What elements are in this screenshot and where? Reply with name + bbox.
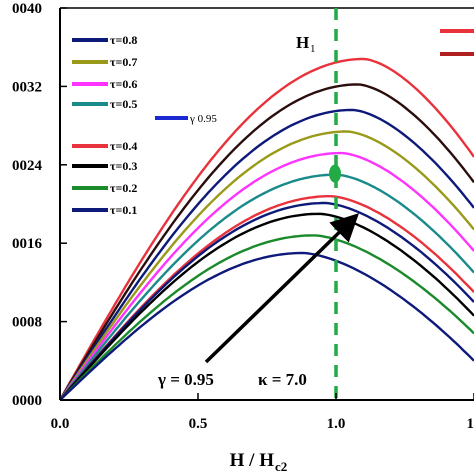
- x-tick-label-1: 0.5: [189, 416, 208, 432]
- series-line-9: [59, 212, 474, 401]
- x-tick-label-2: 1.0: [327, 416, 346, 432]
- annotation-gamma: γ = 0.95: [157, 370, 214, 389]
- annotation-kappa: κ = 7.0: [258, 370, 307, 389]
- legend-label-3: τ=0.6: [110, 77, 137, 91]
- legend: τ=0.8 τ=0.7 τ=0.6 τ=0.5 τ=0.4 τ=0.3 τ=0.2 τ=0.1…: [72, 29, 474, 217]
- series-line-11: [59, 251, 474, 401]
- legend-label-7: τ=0.2: [110, 181, 137, 195]
- series-line-1: [58, 57, 474, 401]
- series-line-2: [58, 83, 474, 401]
- h1-label: H: [296, 33, 309, 52]
- legend-label-2: τ=0.7: [110, 55, 137, 69]
- y-tick-label-4: 0032: [12, 79, 42, 95]
- legend-label-1: τ=0.8: [110, 33, 137, 47]
- x-tick-label-0: 0.0: [51, 416, 70, 432]
- y-tick-label-3: 0024: [12, 158, 43, 174]
- legend-label-4: τ=0.5: [110, 97, 137, 111]
- x-axis-title-subscript: c2: [275, 459, 287, 474]
- h1-label-subscript: 1: [310, 43, 316, 55]
- y-tick-label-2: 0016: [12, 236, 43, 252]
- legend-label-8: τ=0.1: [110, 203, 137, 217]
- marker-dot: [329, 164, 341, 183]
- y-tick-label-0: 0000: [12, 393, 42, 409]
- annotation-group: γ = 0.95 κ = 7.0: [157, 213, 360, 389]
- x-axis-title: H / H: [230, 450, 275, 471]
- gamma-legend-label: γ 0.95: [189, 113, 217, 125]
- plot-frame: [59, 7, 474, 401]
- series-line-4: [59, 130, 474, 401]
- y-tick-label-1: 0008: [12, 315, 42, 331]
- series-line-3: [58, 108, 474, 401]
- series-line-5: [59, 151, 474, 401]
- annotation-arrow: [204, 213, 360, 364]
- x-tick-label-3: 1: [467, 416, 474, 432]
- series-group: [58, 57, 474, 401]
- series-line-6: [59, 173, 474, 401]
- legend-label-5: τ=0.4: [110, 139, 137, 153]
- series-line-8: [59, 201, 474, 401]
- series-line-10: [59, 234, 474, 401]
- y-tick-label-5: 0040: [12, 1, 42, 17]
- legend-label-6: τ=0.3: [110, 159, 137, 173]
